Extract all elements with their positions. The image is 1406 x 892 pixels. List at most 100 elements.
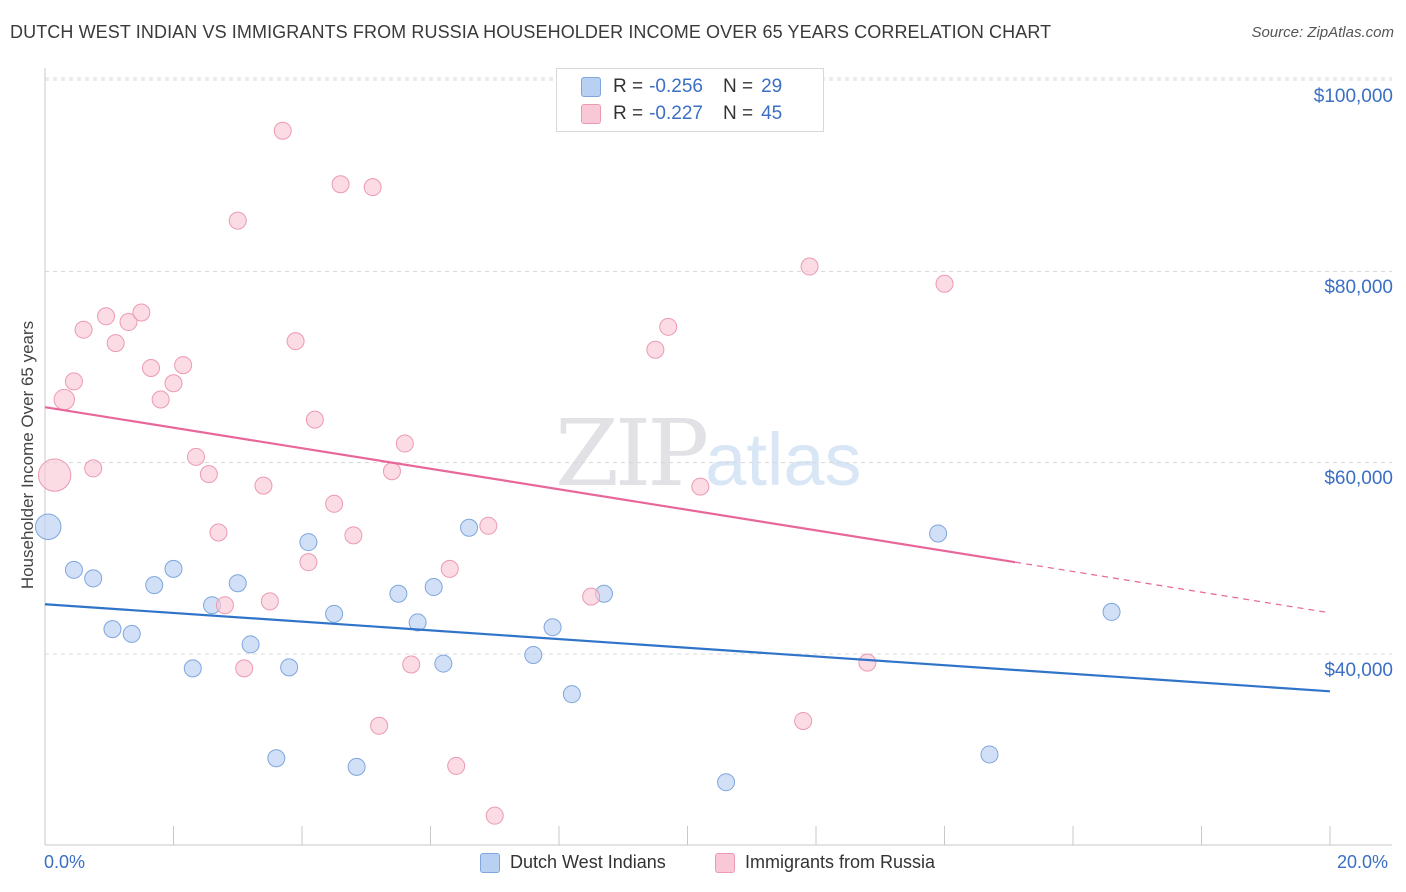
- dutch-west-indian-point: [103, 620, 122, 639]
- russia-immigrant-point: [235, 659, 254, 678]
- russia-immigrant-point: [119, 313, 138, 332]
- dutch-west-indian-point: [980, 745, 999, 764]
- russia-immigrant-point: [858, 653, 877, 672]
- r-value: -0.256: [649, 76, 703, 97]
- russia-immigrant-point: [64, 372, 83, 391]
- legend-item-immigrants-from-russia: Immigrants from Russia: [715, 852, 935, 873]
- russia-immigrant-point: [228, 211, 247, 230]
- russia-immigrant-point: [331, 175, 350, 194]
- russia-immigrant-point: [37, 458, 72, 492]
- dutch-west-indian-point: [524, 645, 543, 664]
- russia-immigrant-point: [74, 320, 93, 339]
- russia-immigrant-point: [447, 756, 466, 775]
- russia-immigrant-point: [370, 716, 389, 735]
- chart-title: DUTCH WEST INDIAN VS IMMIGRANTS FROM RUS…: [10, 22, 1052, 42]
- y-tick-label: $40,000: [1324, 660, 1393, 681]
- y-tick-label: $80,000: [1324, 277, 1393, 298]
- russia-immigrant-point: [582, 587, 601, 606]
- russia-immigrant-point: [659, 317, 678, 336]
- russia-immigrant-point: [254, 476, 273, 495]
- pink-swatch: [581, 104, 601, 124]
- russia-immigrant-point: [800, 257, 819, 276]
- dutch-west-indian-point: [164, 559, 183, 578]
- russia-immigrant-point: [479, 516, 498, 535]
- russia-immigrant-point: [395, 434, 414, 453]
- russia-immigrant-point: [305, 410, 324, 429]
- russia-immigrant-point: [53, 388, 75, 411]
- dutch-west-indian-point: [228, 574, 247, 593]
- n-label: N =: [722, 76, 754, 97]
- r-label: R =: [613, 103, 644, 124]
- y-axis-label: Householder Income Over 65 years: [18, 320, 37, 590]
- r-value: -0.227: [649, 103, 703, 124]
- legend-label: Dutch West Indians: [510, 852, 666, 872]
- legend-row-immigrants-from-russia: R = -0.227 N = 45: [581, 102, 782, 126]
- pink-swatch: [715, 852, 735, 873]
- russia-immigrant-point: [106, 334, 125, 353]
- y-tick-label: $100,000: [1313, 86, 1393, 107]
- dutch-west-indian-point: [267, 749, 286, 768]
- dutch-west-indian-point: [424, 578, 443, 597]
- russia-immigrant-point: [199, 465, 218, 484]
- russia-immigrant-trendline-extension: [1015, 561, 1331, 614]
- x-tick-label-max: 20.0%: [1337, 852, 1389, 872]
- russia-immigrant-point: [132, 303, 151, 322]
- blue-swatch: [581, 77, 601, 97]
- dutch-west-indian-point: [145, 576, 164, 595]
- dutch-west-indian-point: [460, 518, 479, 537]
- dutch-west-indian-point: [389, 584, 408, 603]
- dutch-west-indian-point: [434, 654, 453, 673]
- russia-immigrant-point: [646, 340, 665, 359]
- dutch-west-indian-point: [280, 658, 299, 677]
- n-value: 29: [761, 76, 783, 97]
- russia-immigrant-point: [382, 462, 401, 481]
- russia-immigrant-point: [97, 307, 116, 326]
- russia-immigrant-point: [485, 806, 504, 825]
- russia-immigrant-point: [215, 596, 234, 615]
- russia-immigrant-point: [151, 390, 170, 409]
- russia-immigrant-point: [440, 559, 459, 578]
- russia-immigrant-point: [344, 526, 363, 545]
- russia-immigrant-point: [273, 121, 292, 140]
- dutch-west-indian-point: [325, 604, 344, 623]
- correlation-legend: R = -0.256 N = 29 R = -0.227 N = 45: [556, 68, 824, 132]
- dutch-west-indian-point: [183, 659, 202, 678]
- legend-label: Immigrants from Russia: [745, 852, 936, 872]
- russia-immigrant-trendline: [44, 406, 1016, 564]
- dutch-west-indian-point: [717, 773, 736, 792]
- source-label: Source: ZipAtlas.com: [1251, 24, 1394, 41]
- russia-immigrant-point: [691, 477, 710, 496]
- russia-immigrant-point: [794, 711, 813, 730]
- russia-immigrant-point: [402, 655, 421, 674]
- russia-immigrant-point: [186, 447, 205, 466]
- russia-immigrant-point: [164, 374, 183, 393]
- n-value: 45: [761, 103, 783, 124]
- russia-immigrant-point: [84, 459, 103, 478]
- dutch-west-indian-point: [34, 513, 62, 541]
- dutch-west-indian-point: [543, 618, 562, 637]
- n-label: N =: [722, 103, 754, 124]
- dutch-west-indian-point: [408, 613, 427, 632]
- legend-item-dutch-west-indians: Dutch West Indians: [480, 852, 666, 873]
- russia-immigrant-point: [142, 358, 161, 377]
- russia-immigrant-point: [174, 356, 193, 375]
- blue-swatch: [480, 852, 500, 873]
- legend-row-dutch-west-indians: R = -0.256 N = 29: [581, 75, 782, 99]
- dutch-west-indian-point: [299, 533, 318, 552]
- russia-immigrant-point: [325, 494, 344, 513]
- dutch-west-indian-point: [1102, 602, 1121, 621]
- dutch-west-indian-point: [84, 569, 103, 588]
- russia-immigrant-point: [260, 592, 279, 611]
- r-label: R =: [613, 76, 644, 97]
- dutch-west-indian-point: [64, 560, 83, 579]
- russia-immigrant-point: [363, 178, 382, 197]
- y-tick-label: $60,000: [1324, 468, 1393, 489]
- russia-immigrant-point: [935, 274, 954, 293]
- dutch-west-indian-trendline: [44, 603, 1331, 693]
- dutch-west-indian-point: [122, 624, 141, 643]
- x-tick-label-min: 0.0%: [44, 852, 86, 872]
- russia-immigrant-point: [299, 553, 318, 572]
- dutch-west-indian-point: [347, 757, 366, 776]
- dutch-west-indian-point: [241, 635, 260, 654]
